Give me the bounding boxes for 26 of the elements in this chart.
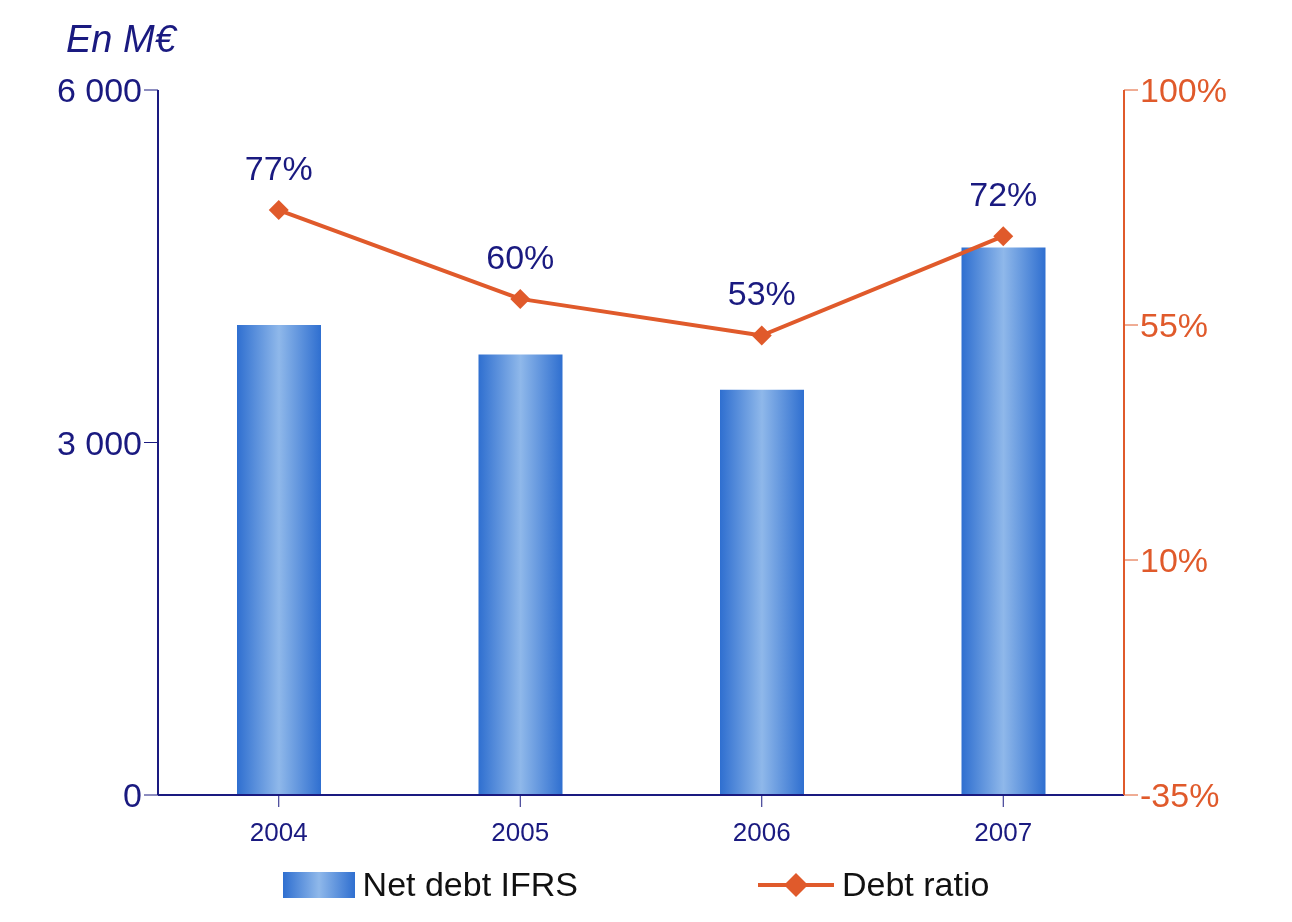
bar xyxy=(961,247,1046,795)
point xyxy=(751,325,772,346)
x-tick-label: 2005 xyxy=(491,817,550,848)
legend-label: Net debt IFRS xyxy=(362,865,578,904)
y2-tick-label: 10% xyxy=(1140,541,1209,580)
bar xyxy=(478,354,563,795)
x-tick-label: 2006 xyxy=(732,817,791,848)
point xyxy=(510,288,531,309)
y-tick-label: 0 xyxy=(123,776,142,815)
y2-tick-label: 55% xyxy=(1140,306,1209,345)
y2-tick-label: -35% xyxy=(1140,776,1220,815)
y-tick-label: 3 000 xyxy=(56,423,142,462)
point xyxy=(993,226,1014,247)
data-label: 72% xyxy=(969,175,1038,214)
point xyxy=(268,200,289,221)
y-axis-title: En M€ xyxy=(66,18,176,61)
bar xyxy=(237,325,321,795)
data-label: 77% xyxy=(244,149,313,188)
y2-tick-label: 100% xyxy=(1140,71,1227,110)
bar xyxy=(720,389,804,795)
data-label: 60% xyxy=(486,237,555,276)
x-tick-label: 2004 xyxy=(249,817,308,848)
y-tick-label: 6 000 xyxy=(56,71,142,110)
data-label: 53% xyxy=(727,274,796,313)
x-tick-label: 2007 xyxy=(974,817,1033,848)
legend-label: Debt ratio xyxy=(842,865,990,904)
